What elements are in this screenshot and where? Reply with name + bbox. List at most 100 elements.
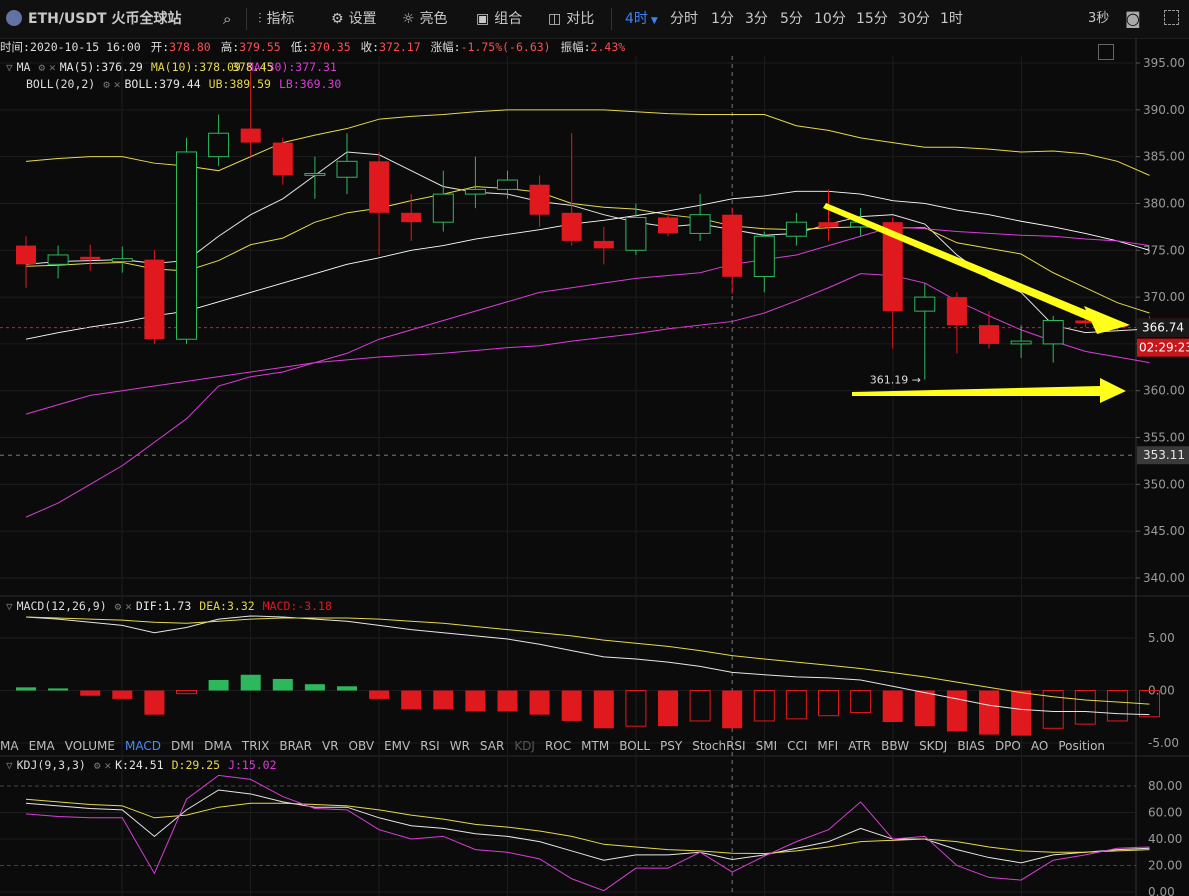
indicator-tab-sar[interactable]: SAR — [479, 739, 505, 753]
indicator-tab-bbw[interactable]: BBW — [881, 739, 910, 753]
k-line — [25, 789, 1150, 864]
indicator-tab-dma[interactable]: DMA — [204, 739, 232, 753]
amplitude-label: 振幅: — [560, 40, 591, 54]
kdj-tick-label: 80.00 — [1148, 779, 1182, 793]
indicator-tab-atr[interactable]: ATR — [848, 739, 872, 753]
indicator-tab-obv[interactable]: OBV — [348, 739, 375, 753]
interval-timeline[interactable]: 分时 — [670, 11, 698, 27]
settings-gear-icon[interactable]: ⚙ — [93, 759, 101, 772]
indicator-button[interactable]: ⫶ 指标 — [258, 11, 295, 27]
boll-line — [25, 190, 1150, 340]
collapse-chevron-icon[interactable]: ▽ — [6, 600, 13, 613]
j-line — [25, 774, 1150, 892]
ma10-line — [25, 186, 1150, 314]
macd-bar — [753, 690, 775, 722]
collapse-chevron-icon[interactable]: ▽ — [6, 61, 13, 74]
kdj-tick-label: 20.00 — [1148, 859, 1182, 873]
macd-bar — [240, 674, 261, 691]
indicator-tab-dmi[interactable]: DMI — [170, 739, 195, 753]
candle-body-up — [464, 188, 486, 195]
indicator-tab-boll[interactable]: BOLL — [619, 739, 651, 753]
compare-button[interactable]: ◫ 对比 — [548, 11, 595, 27]
last-price-box-bg — [1137, 318, 1189, 337]
indicator-tab-bias[interactable]: BIAS — [957, 739, 985, 753]
indicator-tab-smi[interactable]: SMI — [755, 739, 778, 753]
indicator-tab-ema[interactable]: EMA — [28, 739, 55, 753]
expand-icon[interactable] — [1098, 44, 1114, 60]
refresh-rate[interactable]: 3秒 — [1088, 11, 1110, 26]
settings-gear-icon[interactable]: ⚙ — [103, 78, 110, 91]
y-tick-label: 340.00 — [1143, 571, 1185, 585]
indicator-tab-skdj[interactable]: SKDJ — [919, 739, 948, 753]
indicator-tab-vr[interactable]: VR — [321, 739, 339, 753]
macd-bar — [946, 690, 967, 732]
macd-bar — [112, 690, 133, 699]
interval-4h[interactable]: 4时 ▼ — [625, 11, 658, 27]
indicator-tab-stochrsi[interactable]: StochRSI — [692, 739, 746, 753]
close-icon[interactable]: ✕ — [104, 759, 112, 772]
interval-10m[interactable]: 10分 — [814, 11, 846, 27]
symbol-title[interactable]: ETH/USDT 火币全球站 — [6, 0, 181, 38]
combine-button[interactable]: ▣ 组合 — [476, 11, 523, 27]
indicator-tab-mfi[interactable]: MFI — [817, 739, 839, 753]
indicator-tab-wr[interactable]: WR — [449, 739, 470, 753]
candle-body-down — [369, 161, 390, 213]
y-tick-label: 390.00 — [1143, 103, 1185, 117]
indicator-tab-emv[interactable]: EMV — [384, 739, 411, 753]
settings-gear-icon[interactable]: ⚙ — [114, 600, 122, 613]
candle-body-down — [16, 245, 36, 265]
indicator-tab-kdj[interactable]: KDJ — [514, 739, 535, 753]
y-tick-label: 345.00 — [1143, 524, 1185, 538]
interval-3m[interactable]: 3分 — [745, 11, 768, 27]
interval-1m[interactable]: 1分 — [711, 11, 734, 27]
kdj-tick-label: 40.00 — [1148, 832, 1182, 846]
close-icon[interactable]: ✕ — [113, 78, 121, 91]
indicator-tab-roc[interactable]: ROC — [544, 739, 572, 753]
settings-button[interactable]: ⚙ 设置 — [331, 11, 377, 27]
theme-button[interactable]: ☼ 亮色 — [402, 11, 448, 27]
candle-body-up — [785, 221, 807, 237]
amplitude-value: 2.43% — [590, 40, 626, 54]
interval-5m[interactable]: 5分 — [780, 11, 803, 27]
indicator-tab-volume[interactable]: VOLUME — [64, 739, 115, 753]
search-icon[interactable]: ⌕ — [223, 10, 232, 28]
indicator-tab-ma[interactable]: MA — [0, 739, 19, 753]
candle-body-down — [593, 240, 614, 249]
camera-icon[interactable]: ◙ — [1125, 9, 1141, 28]
open-label: 开: — [150, 40, 170, 54]
indicator-tab-mtm[interactable]: MTM — [581, 739, 610, 753]
ma10-value: MA(10):378.09 — [150, 60, 241, 74]
interval-30m[interactable]: 30分 — [898, 11, 930, 27]
macd-tick-label: 0.00 — [1148, 684, 1175, 698]
indicator-tab-psy[interactable]: PSY — [660, 739, 683, 753]
interval-15m[interactable]: 15分 — [856, 11, 888, 27]
candle-body-down — [818, 222, 839, 227]
indicator-tab-macd[interactable]: MACD — [124, 739, 161, 753]
indicator-tab-ao[interactable]: AO — [1030, 739, 1049, 753]
collapse-chevron-icon[interactable]: ▽ — [6, 759, 13, 772]
indicator-tab-trix[interactable]: TRIX — [241, 739, 270, 753]
macd-bar — [689, 690, 711, 722]
indicator-tab-cci[interactable]: CCI — [787, 739, 808, 753]
indicator-tab-rsi[interactable]: RSI — [420, 739, 440, 753]
candle-body-up — [111, 258, 133, 263]
indicator-tab-brar[interactable]: BRAR — [279, 739, 312, 753]
macd-tick-label: 5.00 — [1148, 631, 1175, 645]
ma-legend: ▽ MA ⚙ ✕ MA(5):376.29 MA(10):378.09 MA(30):377… — [6, 59, 345, 75]
macd-legend: ▽ MACD(12,26,9) ⚙ ✕ DIF:1.73 DEA:3.32 MACD:-3.… — [6, 598, 340, 614]
settings-gear-icon[interactable]: ⚙ — [38, 61, 46, 74]
y-tick-label: 355.00 — [1143, 431, 1185, 445]
interval-1h[interactable]: 1时 — [940, 11, 963, 27]
macd-bar — [914, 690, 935, 727]
close-icon[interactable]: ✕ — [49, 61, 56, 74]
gear-icon: ⚙ — [331, 11, 344, 27]
macd-tick-label: -5.00 — [1148, 736, 1179, 750]
arrow-shaft — [852, 386, 1100, 396]
indicator-tab-position[interactable]: Position — [1058, 739, 1106, 753]
macd-bar — [529, 690, 550, 715]
close-icon[interactable]: ✕ — [125, 600, 132, 613]
fullscreen-icon[interactable] — [1164, 0, 1179, 38]
candle-body-up — [1010, 340, 1032, 345]
indicator-tab-dpo[interactable]: DPO — [994, 739, 1021, 753]
